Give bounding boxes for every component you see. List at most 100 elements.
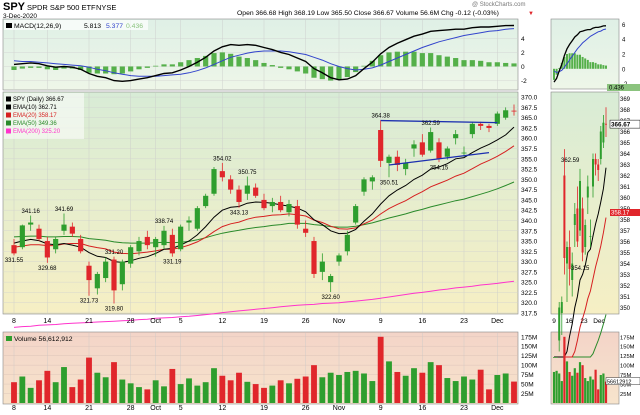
side-ema-label: 358.17 <box>611 211 630 217</box>
exchange-label: NYSE <box>96 3 116 12</box>
side-candle-body <box>579 181 581 231</box>
volume-x-tick-label: 19 <box>260 405 268 410</box>
macd-histogram-bar <box>394 51 400 67</box>
side-volume-bar <box>586 381 589 403</box>
macd-histogram-bar <box>353 66 359 73</box>
side-candle-body <box>573 214 576 225</box>
candle-body <box>28 222 34 225</box>
volume-bar <box>311 365 317 403</box>
side-x-tick: 9 <box>552 318 556 325</box>
macd-histogram-bar <box>169 64 175 67</box>
side-price-tick: 354 <box>620 262 631 268</box>
candle-body <box>369 177 375 182</box>
candle-body <box>169 234 175 254</box>
side-macd-histogram-bar <box>586 59 589 69</box>
candle-body <box>353 206 359 223</box>
side-x-tick: Dec <box>593 318 605 325</box>
candle-body <box>36 228 42 239</box>
candle-body <box>253 187 259 196</box>
volume-bar <box>294 378 301 403</box>
price-tick-label: 362.5 <box>521 125 538 132</box>
macd-histogram-bar <box>369 60 375 67</box>
price-annotation: 338.74 <box>155 219 174 225</box>
volume-x-tick-label: Dec <box>491 405 504 410</box>
side-macd-histogram-bar <box>581 56 584 69</box>
x-tick-label: Oct <box>150 318 161 325</box>
macd-histogram-bar <box>228 53 234 67</box>
side-price-tick: 352 <box>620 284 631 290</box>
candle-body <box>286 204 292 213</box>
macd-histogram-bar <box>311 66 317 78</box>
macd-histogram-bar <box>378 55 384 67</box>
side-macd-histogram-bar <box>571 53 574 69</box>
candle-body <box>394 156 400 165</box>
volume-bar <box>69 387 76 403</box>
volume-bar <box>86 357 92 403</box>
macd-histogram-bar <box>328 66 334 81</box>
x-tick-label: 5 <box>179 318 183 325</box>
volume-x-tick-label: 26 <box>302 405 310 410</box>
histogram-legend-value: 0.436 <box>126 23 143 30</box>
side-last-price-badge <box>609 119 640 129</box>
side-candle-body <box>599 131 602 159</box>
volume-x-tick-label: 28 <box>127 405 135 410</box>
candle-body <box>236 189 242 202</box>
candle-body <box>328 275 334 283</box>
price-tick-label: 347.5 <box>521 187 538 194</box>
volume-bar <box>461 376 467 403</box>
side-macd-histogram-bar <box>579 54 581 69</box>
macd-histogram-bar <box>453 58 459 67</box>
candle-body <box>153 238 159 248</box>
side-price-tick: 358 <box>620 218 631 224</box>
candle-body <box>194 208 200 229</box>
volume-x-tick-label: 16 <box>418 405 426 410</box>
volume-bar <box>344 371 351 403</box>
side-candle-body <box>576 208 579 242</box>
candle-body <box>61 224 67 231</box>
side-macd-histogram-bar <box>602 65 605 69</box>
side-volume-bar <box>602 373 605 403</box>
volume-bar <box>144 389 151 403</box>
price-annotation: 341.69 <box>55 207 74 213</box>
volume-bar <box>302 376 309 403</box>
volume-bar <box>52 382 59 403</box>
price-legend-swatch <box>6 104 11 110</box>
price-annotation: 331.55 <box>5 258 24 264</box>
side-macd-histogram-bar <box>553 68 555 80</box>
macd-histogram-bar <box>303 66 309 74</box>
price-tick-label: 317.5 <box>521 311 538 318</box>
price-tick-label: 325.0 <box>521 280 538 287</box>
side-candle-body <box>571 263 574 280</box>
volume-bar <box>386 361 392 403</box>
candle-body <box>436 142 442 159</box>
macd-histogram-bar <box>403 51 409 67</box>
macd-histogram-bar <box>86 66 92 73</box>
price-legend-swatch <box>6 128 11 134</box>
volume-bar <box>177 384 184 403</box>
volume-legend-label: Volume 56,612,912 <box>14 336 73 343</box>
macd-tick-label: -2 <box>521 78 527 85</box>
candle-body <box>144 236 150 246</box>
macd-histogram-bar <box>503 62 509 67</box>
price-legend-entry: EMA(200) 325.20 <box>13 129 61 135</box>
price-legend-entry: EMA(10) 362.71 <box>13 105 57 111</box>
macd-histogram-bar <box>44 66 50 70</box>
side-macd-histogram-bar <box>566 54 568 69</box>
price-annotation: 350.51 <box>380 180 399 186</box>
macd-histogram-bar <box>103 66 109 74</box>
side-macd-tick: 6 <box>622 23 626 29</box>
candle-body <box>419 142 425 155</box>
x-tick-label: 28 <box>127 318 135 325</box>
side-price-panel <box>550 91 620 315</box>
price-tick-label: 365.0 <box>521 115 538 122</box>
side-macd-histogram-bar <box>599 64 602 69</box>
candle-body <box>136 241 142 252</box>
side-price-tick: 369 <box>620 97 631 103</box>
volume-bar <box>336 375 342 403</box>
side-macd-line <box>553 25 607 83</box>
side-signal-line <box>553 28 607 74</box>
macd-histogram-bar <box>211 53 217 67</box>
price-legend-entry: SPY (Daily) 366.67 <box>13 97 65 103</box>
volume-bar <box>269 385 276 403</box>
volume-tick-label: 50M <box>521 382 534 389</box>
